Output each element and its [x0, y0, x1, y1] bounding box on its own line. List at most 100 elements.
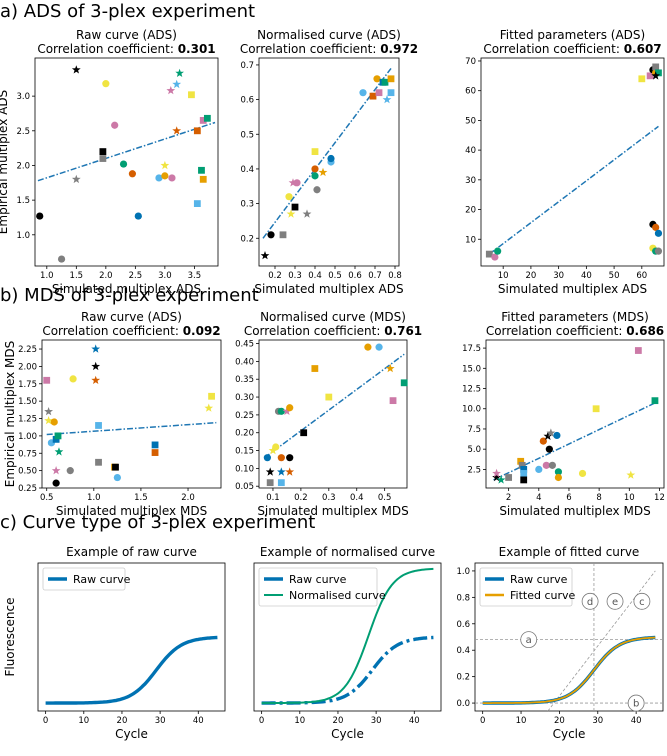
chart-4-corr-label: Correlation coefficient: — [244, 324, 384, 338]
chart-5-point — [626, 470, 636, 479]
chart-5-subtitle: Correlation coefficient: 0.686 — [486, 324, 664, 338]
chart-7-xlabel: Cycle — [331, 727, 364, 741]
chart-4-xtick-label: 0.2 — [294, 493, 308, 503]
chart-3-xtick-label: 2.0 — [181, 493, 195, 503]
chart-8-ytick-label: 0.8 — [456, 593, 470, 603]
chart-3-ytick-label: 1.75 — [18, 380, 37, 390]
chart-8-ytick-label: 1.0 — [456, 567, 470, 577]
chart-0-point — [155, 174, 163, 182]
chart-1-title: Normalised curve (ADS) — [257, 28, 401, 42]
chart-3-point — [43, 376, 51, 384]
chart-4-point — [375, 343, 383, 351]
chart-5-point — [539, 437, 547, 445]
chart-3-point — [204, 403, 214, 412]
chart-5-point — [520, 476, 528, 484]
chart-3-point — [66, 467, 74, 475]
chart-0-ylabel: Empirical multiplex ADS — [0, 90, 10, 234]
chart-8-ytick-label: 0.0 — [456, 699, 470, 709]
chart-4-ytick-label: 0.10 — [235, 464, 254, 474]
chart-2-xtick-label: 30 — [553, 271, 564, 281]
chart-8-ytick-label: 0.6 — [456, 620, 470, 630]
chart-2-ytick-label: 40 — [465, 146, 476, 156]
chart-2-xlabel: Simulated multiplex ADS — [498, 282, 647, 296]
chart-4-point — [325, 393, 333, 401]
chart-5-point — [634, 347, 642, 354]
chart-3-ytick-label: 1.25 — [18, 415, 37, 425]
chart-1-point — [373, 75, 381, 83]
chart-2-subtitle: Correlation coefficient: 0.607 — [483, 42, 661, 56]
chart-5-point — [492, 468, 501, 478]
chart-5-xtick-label: 8 — [596, 493, 601, 503]
chart-3-subtitle: Correlation coefficient: 0.092 — [42, 324, 220, 338]
chart-3-point — [91, 344, 101, 353]
chart-0-corr-label: Correlation coefficient: — [37, 42, 177, 56]
chart-4-point — [385, 363, 395, 373]
callout-a-label: a — [526, 635, 532, 646]
chart-0-point — [119, 160, 128, 168]
chart-5-point — [496, 475, 506, 484]
chart-0-point — [111, 121, 119, 129]
chart-5-point — [578, 469, 587, 478]
chart-1-ytick-label: 0.7 — [240, 61, 254, 71]
chart-3-ylabel: Empirical multiplex MDS — [3, 341, 17, 488]
chart-3-frame — [41, 339, 222, 489]
chart-6-xtick-label: 40 — [193, 716, 204, 726]
chart-2-point — [652, 223, 660, 231]
section-heading-a: a) ADS of 3-plex experiment — [0, 1, 256, 22]
callout-c-label: c — [639, 597, 645, 608]
chart-2-point — [485, 250, 493, 258]
chart-4-ytick-label: 0.15 — [235, 447, 254, 457]
chart-5-xtick-label: 10 — [624, 493, 635, 503]
chart-5-point — [553, 431, 561, 440]
chart-2-point — [646, 72, 654, 80]
chart-2-point — [638, 75, 646, 83]
chart-5-fit-line — [493, 401, 657, 481]
chart-5-point — [546, 428, 556, 437]
chart-7-legend-label: Normalised curve — [289, 589, 386, 602]
chart-2-ytick-label: 60 — [465, 87, 476, 97]
chart-4-point — [277, 454, 285, 462]
chart-3-corr-label: Correlation coefficient: — [42, 324, 182, 338]
chart-4-ytick-label: 0.20 — [235, 429, 254, 439]
chart-4-xtick-label: 0.1 — [266, 493, 280, 503]
chart-5-point — [651, 397, 659, 405]
chart-4-ytick-label: 0.35 — [235, 375, 254, 385]
chart-0-ytick-label: 1.0 — [16, 231, 30, 241]
chart-8-legend-label: Raw curve — [510, 573, 568, 586]
chart-4-subtitle: Correlation coefficient: 0.761 — [244, 324, 422, 338]
callout-b-label: b — [633, 699, 639, 710]
chart-5-corr-value: 0.686 — [626, 324, 664, 338]
chart-0-point — [57, 255, 66, 263]
chart-0-point — [188, 91, 195, 99]
chart-5-point — [492, 472, 501, 482]
chart-3-point — [208, 392, 215, 400]
chart-1-point — [381, 78, 389, 86]
chart-2-point — [655, 69, 662, 77]
chart-7-xtick-label: 10 — [294, 716, 305, 726]
chart-6-xtick-label: 10 — [78, 716, 89, 726]
chart-4-point — [277, 467, 286, 476]
chart-3-point — [69, 375, 77, 383]
chart-0-point — [99, 148, 107, 155]
chart-2-title: Fitted parameters (ADS) — [500, 28, 645, 42]
chart-4-title: Normalised curve (MDS) — [260, 310, 406, 324]
chart-4-point — [364, 343, 372, 351]
chart-4-point — [266, 479, 274, 487]
chart-5-corr-label: Correlation coefficient: — [486, 324, 626, 338]
chart-0-point — [36, 212, 44, 220]
chart-4-point — [300, 429, 308, 437]
chart-6-frame — [37, 562, 226, 712]
chart-6-ylabel: Fluorescence — [3, 597, 17, 676]
section-heading-c: c) Curve type of 3-plex experiment — [0, 512, 316, 533]
chart-1-point — [260, 251, 270, 260]
chart-7-xtick-label: 0 — [259, 716, 264, 726]
chart-5-xtick-label: 4 — [536, 493, 541, 503]
chart-6-xtick-label: 20 — [117, 716, 128, 726]
chart-0-point — [198, 166, 205, 174]
chart-0-point — [193, 200, 201, 207]
chart-0-point — [168, 174, 176, 182]
chart-1-xtick-label: 0.7 — [368, 271, 382, 281]
